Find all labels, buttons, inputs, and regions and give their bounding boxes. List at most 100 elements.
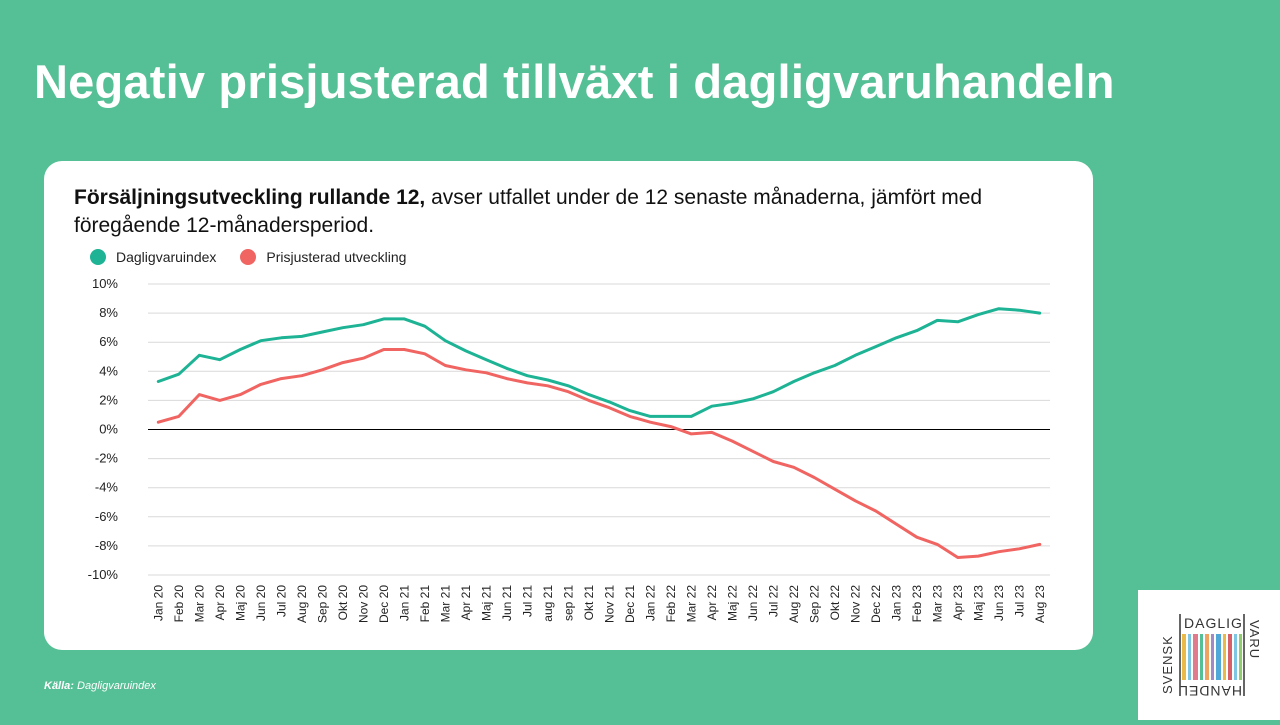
data-point — [874, 509, 877, 513]
x-tick-label: Mar 23 — [930, 585, 944, 623]
series-line-0 — [156, 307, 1042, 418]
data-point — [813, 476, 816, 479]
data-point — [1038, 543, 1041, 546]
data-point — [997, 550, 1000, 553]
data-point — [1018, 547, 1021, 551]
y-tick-label: -10% — [88, 567, 119, 582]
x-tick-label: Dec 21 — [623, 585, 637, 623]
y-tick-label: -6% — [95, 509, 119, 524]
x-tick-label: Feb 23 — [910, 585, 924, 623]
x-tick-label: Maj 20 — [233, 585, 247, 621]
x-tick-label: Sep 22 — [807, 585, 821, 623]
x-tick-label: Okt 22 — [828, 585, 842, 621]
data-point — [218, 399, 221, 402]
data-point — [464, 368, 467, 372]
data-point — [423, 324, 426, 328]
line-chart: -10% -8% -6% -4% -2% 0% 2% 4% 6% 8% 10% Jan 20 Feb 2… — [88, 276, 1050, 623]
x-tick-label: Maj 21 — [479, 585, 493, 621]
data-point — [874, 345, 877, 348]
y-tick-label: 8% — [99, 305, 118, 320]
data-point — [300, 374, 303, 377]
x-tick-label: Mar 21 — [438, 585, 452, 623]
data-point — [608, 400, 611, 404]
data-point — [997, 307, 1000, 310]
data-point — [382, 348, 385, 351]
data-point — [669, 415, 672, 418]
data-point — [731, 439, 734, 443]
data-point — [300, 335, 303, 338]
y-tick-label: -8% — [95, 538, 119, 553]
legend-label-prisjusterad: Prisjusterad utveckling — [266, 249, 407, 265]
x-tick-label: Jul 22 — [766, 585, 780, 617]
data-point — [854, 354, 857, 357]
source-note: Källa: Dagligvaruindex — [44, 680, 156, 692]
x-tick-label: Apr 20 — [213, 585, 227, 621]
legend-label-dagligvaruindex: Dagligvaruindex — [116, 249, 217, 265]
data-point — [587, 399, 590, 402]
data-point — [813, 371, 816, 374]
data-point — [1038, 311, 1041, 315]
y-tick-label: -2% — [95, 451, 119, 466]
source-text: Dagligvaruindex — [77, 680, 156, 692]
data-point — [936, 543, 939, 546]
x-tick-label: aug 21 — [541, 585, 555, 622]
source-label: Källa: — [44, 680, 74, 692]
data-point — [177, 415, 180, 418]
data-point — [751, 450, 754, 453]
data-point — [977, 554, 980, 558]
data-point — [669, 425, 672, 428]
data-point — [628, 409, 631, 412]
data-point — [587, 393, 590, 396]
data-point — [915, 329, 918, 332]
data-point — [362, 323, 365, 326]
data-point — [690, 415, 693, 418]
data-point — [792, 466, 795, 469]
x-tick-label: Jan 21 — [397, 585, 411, 621]
data-point — [341, 326, 344, 329]
x-tick-label: Mar 22 — [684, 585, 698, 623]
data-point — [321, 330, 324, 334]
y-tick-label: -4% — [95, 480, 119, 495]
legend-marker-dagligvaruindex — [90, 249, 106, 265]
x-tick-label: Maj 23 — [971, 585, 985, 621]
data-point — [423, 352, 426, 356]
legend-item-prisjusterad: Prisjusterad utveckling — [240, 249, 406, 265]
data-point — [628, 415, 631, 418]
y-tick-label: 0% — [99, 422, 118, 437]
data-point — [198, 354, 201, 357]
data-point — [895, 336, 898, 340]
data-point — [444, 364, 447, 367]
logo-word-right: VARU — [1247, 620, 1262, 659]
x-tick-label: Apr 21 — [459, 585, 473, 621]
x-tick-label: Nov 20 — [356, 585, 370, 623]
logo-word-left: SVENSK — [1160, 635, 1175, 694]
data-point — [505, 367, 508, 370]
slide-title: Negativ prisjusterad tillväxt i dagligva… — [34, 55, 1115, 108]
x-tick-label: Apr 23 — [951, 585, 965, 621]
data-point — [157, 380, 160, 383]
data-point — [546, 378, 549, 382]
x-tick-label: Jun 20 — [254, 585, 268, 621]
data-point — [280, 336, 283, 340]
data-point — [649, 421, 652, 424]
data-point — [198, 393, 201, 396]
x-tick-label: Dec 22 — [869, 585, 883, 623]
data-point — [382, 317, 385, 321]
x-tick-label: Feb 20 — [172, 585, 186, 623]
data-point — [464, 349, 467, 353]
x-tick-label: Jan 20 — [151, 585, 165, 621]
x-tick-label: Jul 21 — [520, 585, 534, 617]
chart-card: -10% -8% -6% -4% -2% 0% 2% 4% 6% 8% 10% Jan 20 Feb 2… — [44, 161, 1093, 650]
data-point — [772, 460, 775, 463]
data-point — [956, 556, 959, 559]
x-tick-label: Aug 20 — [295, 585, 309, 623]
data-point — [833, 487, 836, 491]
data-point — [341, 361, 344, 364]
y-tick-label: 6% — [99, 334, 118, 349]
data-point — [403, 348, 406, 351]
data-point — [1018, 308, 1021, 312]
data-point — [259, 339, 262, 342]
chart-title-bold: Försäljningsutveckling rullande 12, — [74, 186, 426, 209]
data-point — [833, 364, 836, 367]
data-point — [239, 393, 242, 396]
